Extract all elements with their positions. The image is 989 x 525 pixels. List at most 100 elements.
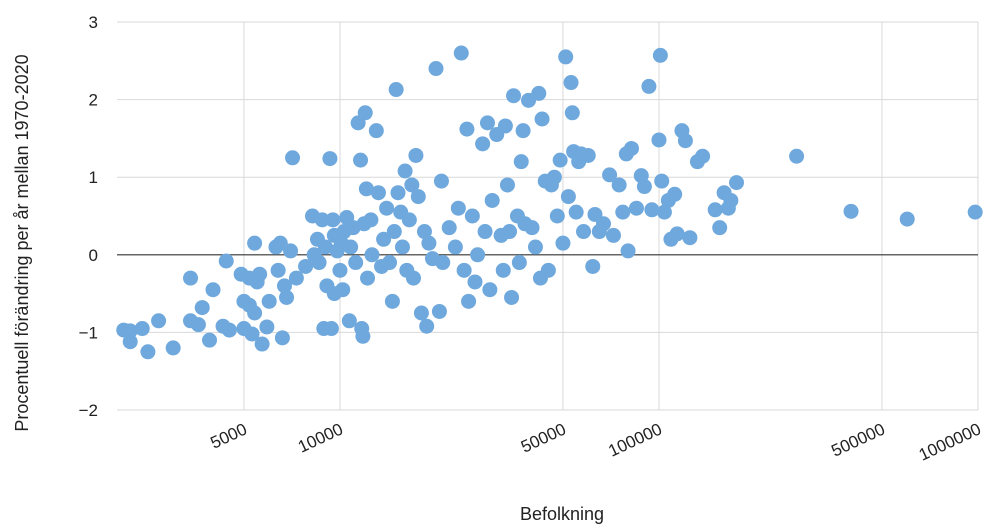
data-point bbox=[419, 318, 435, 334]
y-tick-label: 1 bbox=[89, 168, 98, 187]
x-axis-title: Befolkning bbox=[520, 504, 604, 524]
data-point bbox=[368, 123, 384, 139]
data-point bbox=[467, 274, 483, 290]
data-point bbox=[244, 326, 260, 342]
data-point bbox=[410, 189, 426, 205]
data-point bbox=[428, 61, 444, 77]
y-tick-label: 0 bbox=[89, 246, 98, 265]
data-point bbox=[298, 258, 314, 274]
data-point bbox=[677, 133, 693, 149]
data-point bbox=[723, 192, 739, 208]
data-point bbox=[464, 208, 480, 224]
data-points bbox=[116, 45, 983, 360]
x-tick-label: 1000000 bbox=[916, 419, 984, 464]
x-tick-labels: 5000 10000 50000 100000 500000 1000000 bbox=[208, 419, 984, 464]
data-point bbox=[370, 185, 386, 201]
data-point bbox=[450, 200, 466, 216]
data-point bbox=[151, 313, 167, 329]
data-point bbox=[364, 247, 380, 263]
data-point bbox=[611, 177, 627, 193]
data-point bbox=[453, 45, 469, 61]
data-point bbox=[531, 85, 547, 101]
data-point bbox=[183, 270, 199, 286]
data-point bbox=[441, 220, 457, 236]
data-point bbox=[252, 266, 268, 282]
data-point bbox=[527, 239, 543, 255]
data-point bbox=[285, 150, 301, 166]
data-point bbox=[596, 216, 612, 232]
data-point bbox=[194, 300, 210, 316]
data-point bbox=[405, 270, 421, 286]
data-point bbox=[122, 334, 138, 350]
data-point bbox=[654, 173, 670, 189]
data-point bbox=[247, 235, 263, 251]
data-point bbox=[477, 224, 493, 240]
data-point bbox=[568, 204, 584, 220]
data-point bbox=[202, 332, 218, 348]
data-point bbox=[413, 305, 429, 321]
data-point bbox=[552, 152, 568, 168]
data-point bbox=[513, 154, 529, 170]
data-point bbox=[560, 189, 576, 205]
data-point bbox=[382, 255, 398, 271]
data-point bbox=[656, 204, 672, 220]
data-point bbox=[279, 289, 295, 305]
data-point bbox=[475, 136, 491, 152]
data-point bbox=[789, 148, 805, 164]
data-point bbox=[641, 78, 657, 94]
x-tick-label: 500000 bbox=[828, 419, 887, 460]
data-point bbox=[358, 181, 374, 197]
data-point bbox=[408, 147, 424, 163]
data-point bbox=[394, 239, 410, 255]
data-point bbox=[669, 226, 685, 242]
data-point bbox=[461, 293, 477, 309]
x-tick-label: 5000 bbox=[208, 419, 250, 452]
data-point bbox=[549, 208, 565, 224]
data-point bbox=[335, 282, 351, 298]
y-tick-label: −2 bbox=[79, 401, 98, 420]
data-point bbox=[247, 305, 263, 321]
data-point bbox=[272, 235, 288, 251]
data-point bbox=[470, 247, 486, 263]
data-point bbox=[388, 82, 404, 98]
data-point bbox=[447, 239, 463, 255]
data-point bbox=[421, 235, 437, 251]
data-point bbox=[283, 243, 299, 259]
data-point bbox=[311, 255, 327, 271]
data-point bbox=[497, 118, 513, 134]
data-point bbox=[341, 313, 357, 329]
data-point bbox=[499, 177, 515, 193]
data-point bbox=[585, 258, 601, 274]
data-point bbox=[479, 115, 495, 131]
data-point bbox=[495, 262, 511, 278]
data-point bbox=[322, 151, 338, 167]
data-point bbox=[397, 163, 413, 179]
data-point bbox=[667, 186, 683, 202]
data-point bbox=[620, 243, 636, 259]
data-point bbox=[524, 220, 540, 236]
data-point bbox=[502, 224, 518, 240]
data-point bbox=[353, 152, 369, 168]
data-point bbox=[218, 253, 234, 269]
data-point bbox=[540, 262, 556, 278]
data-point bbox=[122, 323, 138, 339]
data-point bbox=[555, 235, 571, 251]
data-point bbox=[355, 328, 371, 344]
data-point bbox=[546, 169, 562, 185]
data-point bbox=[729, 175, 745, 191]
data-point bbox=[504, 289, 520, 305]
data-point bbox=[276, 278, 292, 294]
data-point bbox=[348, 255, 364, 271]
data-point bbox=[712, 220, 728, 236]
data-point bbox=[314, 212, 330, 228]
data-point bbox=[274, 330, 290, 346]
data-point bbox=[404, 177, 420, 193]
data-point bbox=[416, 224, 432, 240]
data-point bbox=[605, 227, 621, 243]
x-tick-label: 10000 bbox=[295, 419, 346, 456]
y-tick-labels: −2 −1 0 1 2 3 bbox=[79, 13, 98, 420]
data-point bbox=[563, 75, 579, 91]
data-point bbox=[636, 179, 652, 195]
data-point bbox=[511, 255, 527, 271]
